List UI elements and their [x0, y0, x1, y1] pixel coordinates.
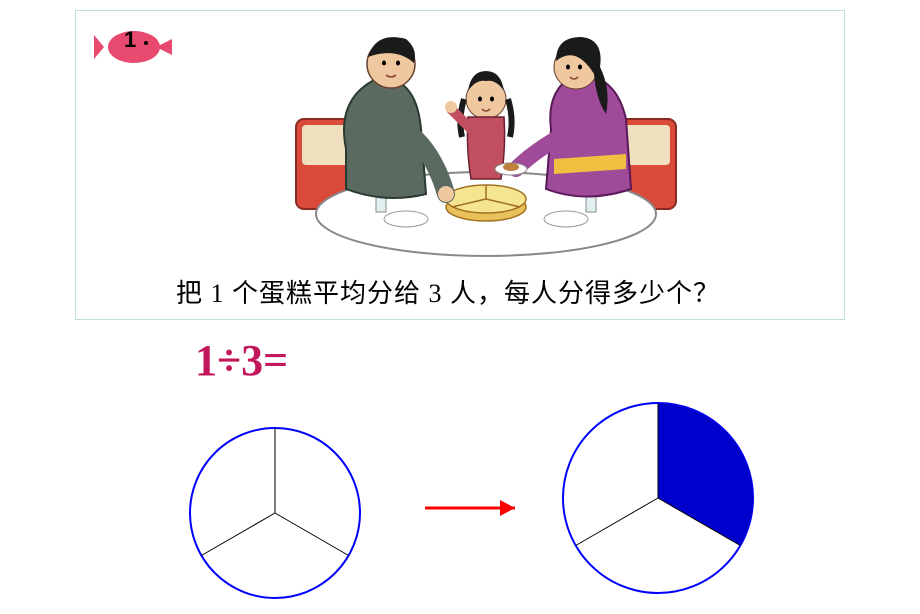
circle-whole — [190, 428, 360, 598]
textbook-panel: 1 — [75, 10, 845, 320]
exercise-number: 1 — [124, 27, 136, 53]
fraction-diagram — [170, 398, 790, 608]
arrow-icon — [425, 500, 515, 516]
circle-one-third-shaded — [563, 403, 753, 593]
family-illustration — [276, 19, 696, 259]
equation-text: 1÷3= — [195, 335, 288, 386]
question-text: 把 1 个蛋糕平均分给 3 人，每人分得多少个？ — [176, 273, 720, 310]
